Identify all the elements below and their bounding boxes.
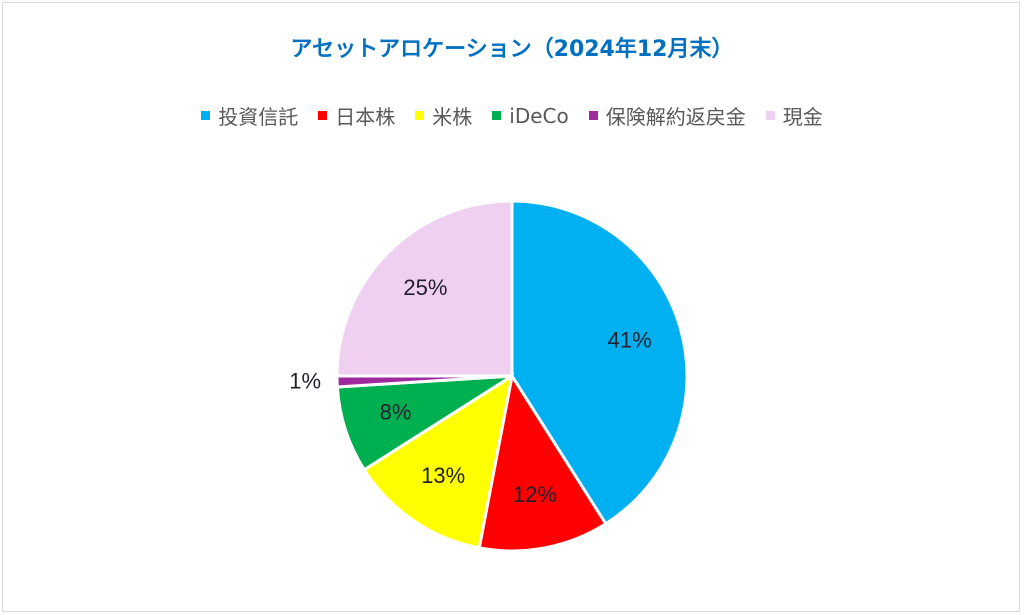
legend-item: 現金: [765, 101, 823, 130]
pie-slice: [477, 371, 608, 553]
legend-item: 保険解約返戻金: [588, 101, 746, 130]
slice-label: 25%: [403, 275, 447, 300]
legend-swatch: [492, 111, 502, 120]
slice-label: 1%: [289, 368, 321, 393]
legend-swatch: [318, 111, 328, 120]
legend-item: 日本株: [318, 101, 395, 130]
slice-label: 12%: [513, 482, 557, 507]
legend: 投資信託 日本株 米株 iDeCo 保険解約返戻金 現金: [3, 101, 1021, 130]
slice-label: 13%: [421, 463, 465, 488]
legend-label: iDeCo: [509, 103, 569, 128]
legend-swatch: [588, 111, 598, 120]
legend-label: 米株: [432, 105, 473, 129]
slice-label: 8%: [380, 400, 412, 425]
legend-label: 保険解約返戻金: [605, 105, 746, 129]
legend-item: iDeCo: [492, 103, 569, 128]
legend-swatch: [201, 111, 211, 120]
chart-title: アセットアロケーション（2024年12月末）: [290, 37, 734, 62]
legend-item: 投資信託: [201, 101, 298, 130]
legend-item: 米株: [415, 101, 472, 130]
legend-swatch: [765, 111, 775, 120]
pie-slice: [362, 372, 515, 550]
pie-slice: [335, 199, 514, 378]
legend-label: 現金: [782, 105, 823, 129]
slice-label: 41%: [608, 328, 652, 353]
legend-label: 投資信託: [218, 105, 299, 129]
legend-swatch: [415, 111, 425, 120]
legend-label: 日本株: [335, 105, 396, 129]
